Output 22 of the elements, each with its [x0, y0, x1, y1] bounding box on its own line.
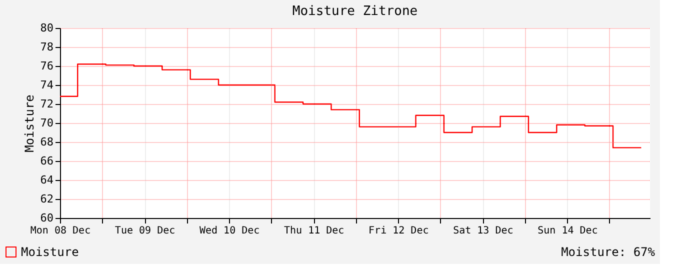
x-tick-label: Fri 12 Dec — [368, 226, 429, 236]
y-tick-label: 60 — [40, 212, 54, 224]
y-tick-label: 66 — [40, 154, 54, 168]
x-tick-label: Sun 14 Dec — [538, 226, 598, 236]
y-tick-label: 80 — [40, 22, 54, 34]
y-tick-label: 76 — [40, 60, 54, 72]
y-tick-label: 64 — [40, 174, 54, 186]
text: Moisture: 67% — [561, 245, 656, 259]
x-tick-label: Thu 11 Dec — [284, 226, 344, 236]
y-tick-label: 68 — [40, 136, 54, 148]
y-tick-label: 78 — [40, 40, 54, 54]
x-tick-label: Sat 13 Dec — [453, 226, 514, 236]
y-tick-label: 70 — [40, 116, 54, 130]
y-tick-label: 72 — [40, 98, 54, 110]
x-tick-label: Wed 10 Dec — [199, 226, 260, 236]
x-tick-label: Mon 08 Dec — [30, 226, 91, 236]
y-tick-label: 74 — [40, 78, 54, 92]
y-axis-title: Moisture — [22, 94, 36, 152]
legend-label: Moisture — [21, 245, 79, 259]
y-tick-label: 62 — [40, 192, 54, 206]
chart-title: Moisture Zitrone — [292, 4, 418, 19]
x-tick-label: Tue 09 Dec — [114, 226, 176, 236]
